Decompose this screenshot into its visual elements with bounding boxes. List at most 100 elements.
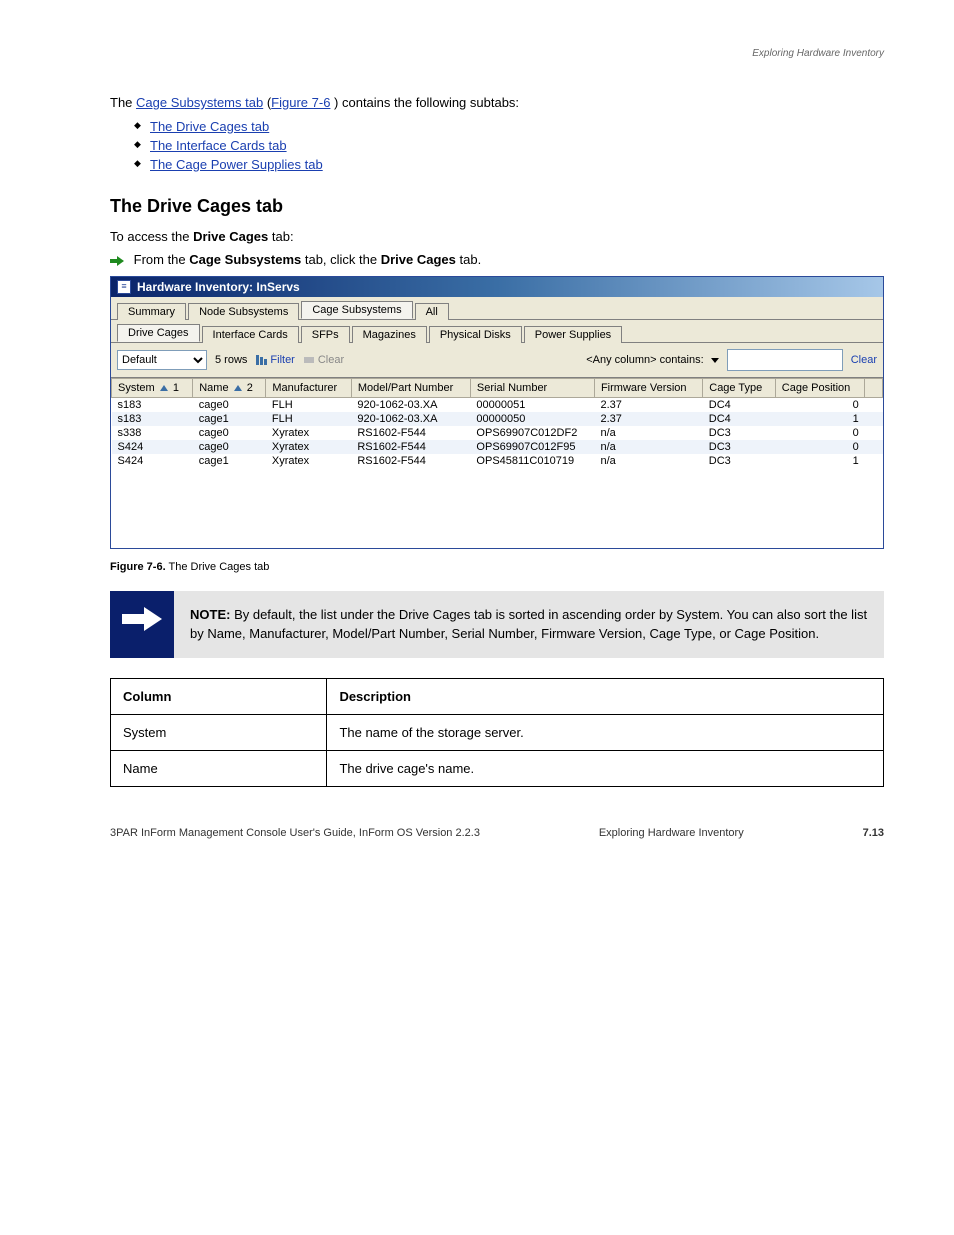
table-cell: DC4 <box>703 412 776 426</box>
table-cell: n/a <box>594 454 702 468</box>
clear-filter-label: Clear <box>318 354 344 366</box>
intro-paragraph: The Cage Subsystems tab (Figure 7-6 ) co… <box>110 93 884 113</box>
sort-icon <box>160 385 168 391</box>
tab-cage-subsystems[interactable]: Cage Subsystems <box>301 301 412 319</box>
section-header: Exploring Hardware Inventory <box>752 48 884 59</box>
note-text: By default, the list under the Drive Cag… <box>190 607 867 642</box>
desc-row: System The name of the storage server. <box>111 714 884 750</box>
tab-summary[interactable]: Summary <box>117 303 186 320</box>
table-cell: S424 <box>112 454 193 468</box>
col-name-sort: 2 <box>247 382 253 394</box>
desc-cell-system-desc: The name of the storage server. <box>327 714 884 750</box>
table-cell: 1 <box>775 454 865 468</box>
contains-label-text: <Any column> contains: <box>586 354 703 366</box>
hardware-inventory-window: ≡ Hardware Inventory: InServs Summary No… <box>110 276 884 549</box>
access-text: To access the Drive Cages tab: <box>110 227 884 247</box>
action-bold1: Cage Subsystems <box>189 252 301 267</box>
col-cage-type[interactable]: Cage Type <box>703 378 776 397</box>
search-input[interactable] <box>727 349 843 371</box>
table-cell: RS1602-F544 <box>351 440 470 454</box>
table-cell: OPS45811C010719 <box>470 454 594 468</box>
sort-icon <box>234 385 242 391</box>
col-system-label: System <box>118 382 155 394</box>
table-cell: cage0 <box>193 397 266 412</box>
chevron-down-icon[interactable] <box>711 358 719 363</box>
col-name[interactable]: Name 2 <box>193 378 266 397</box>
table-cell: RS1602-F544 <box>351 454 470 468</box>
access-text-bold: Drive Cages <box>193 229 268 244</box>
clear-filter-button: Clear <box>303 354 344 366</box>
contains-label: <Any column> contains: <box>586 354 718 366</box>
figure-caption-value: The Drive Cages tab <box>168 561 269 573</box>
table-cell: FLH <box>266 397 351 412</box>
col-model[interactable]: Model/Part Number <box>351 378 470 397</box>
footer-center: Exploring Hardware Inventory <box>480 827 863 839</box>
table-cell: 920-1062-03.XA <box>351 412 470 426</box>
subtab-interface-cards[interactable]: Interface Cards <box>202 326 299 343</box>
table-row[interactable]: s183cage1FLH920-1062-03.XA000000502.37DC… <box>112 412 883 426</box>
access-text-after: tab: <box>268 229 293 244</box>
desc-cell-system: System <box>111 714 327 750</box>
subtab-magazines[interactable]: Magazines <box>352 326 427 343</box>
table-row[interactable]: s183cage0FLH920-1062-03.XA000000512.37DC… <box>112 397 883 412</box>
sub-tab-row: Drive Cages Interface Cards SFPs Magazin… <box>111 320 883 343</box>
subtab-list: The Drive Cages tab The Interface Cards … <box>134 119 884 172</box>
desc-cell-name: Name <box>111 750 327 786</box>
desc-row: Name The drive cage's name. <box>111 750 884 786</box>
table-cell: s338 <box>112 426 193 440</box>
table-cell: 0 <box>775 440 865 454</box>
table-cell-spacer <box>865 454 883 468</box>
tab-all[interactable]: All <box>415 303 449 320</box>
table-cell: Xyratex <box>266 454 351 468</box>
link-interface-cards-tab[interactable]: The Interface Cards tab <box>150 138 287 153</box>
table-cell: OPS69907C012F95 <box>470 440 594 454</box>
grid-empty-area <box>111 468 883 548</box>
desc-col-header-column: Column <box>111 678 327 714</box>
table-cell: n/a <box>594 440 702 454</box>
filter-icon <box>255 354 267 366</box>
col-system-sort: 1 <box>173 382 179 394</box>
table-cell: cage0 <box>193 440 266 454</box>
link-cage-power-supplies-tab[interactable]: The Cage Power Supplies tab <box>150 157 323 172</box>
page-footer: 3PAR InForm Management Console User's Gu… <box>110 827 884 839</box>
table-cell: S424 <box>112 440 193 454</box>
clear-search-button[interactable]: Clear <box>851 354 877 366</box>
col-firmware[interactable]: Firmware Version <box>594 378 702 397</box>
desc-cell-name-desc: The drive cage's name. <box>327 750 884 786</box>
table-cell: RS1602-F544 <box>351 426 470 440</box>
table-cell-spacer <box>865 412 883 426</box>
filter-button[interactable]: Filter <box>255 354 294 366</box>
table-cell: 0 <box>775 426 865 440</box>
table-cell: Xyratex <box>266 440 351 454</box>
note-label: NOTE: <box>190 607 230 622</box>
cage-subsystems-link[interactable]: Cage Subsystems tab <box>136 95 263 110</box>
table-row[interactable]: s338cage0XyratexRS1602-F544OPS69907C012D… <box>112 426 883 440</box>
desc-col-header-description: Description <box>327 678 884 714</box>
tab-node-subsystems[interactable]: Node Subsystems <box>188 303 299 320</box>
table-cell: cage1 <box>193 412 266 426</box>
view-select[interactable]: Default <box>117 350 207 370</box>
subtab-sfps[interactable]: SFPs <box>301 326 350 343</box>
link-drive-cages-tab[interactable]: The Drive Cages tab <box>150 119 269 134</box>
note-block: NOTE: By default, the list under the Dri… <box>110 591 884 658</box>
action-suffix: tab. <box>456 252 481 267</box>
footer-left: 3PAR InForm Management Console User's Gu… <box>110 827 480 839</box>
table-cell: 0 <box>775 397 865 412</box>
figure-ref-link[interactable]: Figure 7-6 <box>271 95 330 110</box>
data-grid: System 1 Name 2 Manufacturer Model/Part … <box>111 378 883 548</box>
table-cell: cage0 <box>193 426 266 440</box>
access-text-before: To access the <box>110 229 193 244</box>
col-serial[interactable]: Serial Number <box>470 378 594 397</box>
table-row[interactable]: S424cage0XyratexRS1602-F544OPS69907C012F… <box>112 440 883 454</box>
figure-caption: Figure 7-6. The Drive Cages tab <box>110 561 884 573</box>
action-mid: tab, click the <box>301 252 380 267</box>
col-manufacturer[interactable]: Manufacturer <box>266 378 351 397</box>
subtab-power-supplies[interactable]: Power Supplies <box>524 326 622 343</box>
subtab-drive-cages[interactable]: Drive Cages <box>117 324 200 342</box>
col-cage-position[interactable]: Cage Position <box>775 378 865 397</box>
table-cell: 00000051 <box>470 397 594 412</box>
col-system[interactable]: System 1 <box>112 378 193 397</box>
table-row[interactable]: S424cage1XyratexRS1602-F544OPS45811C0107… <box>112 454 883 468</box>
table-cell: 2.37 <box>594 397 702 412</box>
subtab-physical-disks[interactable]: Physical Disks <box>429 326 522 343</box>
